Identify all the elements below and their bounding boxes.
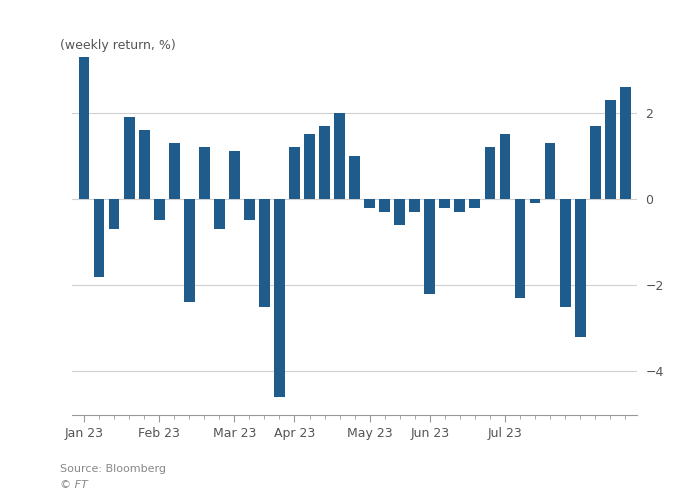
Bar <box>484 147 496 199</box>
Bar <box>108 199 120 229</box>
Bar <box>424 199 435 294</box>
Bar <box>319 126 330 199</box>
Text: Source: Bloomberg: Source: Bloomberg <box>60 464 165 474</box>
Text: (weekly return, %): (weekly return, %) <box>60 40 175 52</box>
Bar <box>530 199 540 203</box>
Bar <box>394 199 405 225</box>
Bar <box>304 134 315 199</box>
Bar <box>169 143 180 199</box>
Bar <box>590 126 601 199</box>
Bar <box>620 87 631 199</box>
Bar <box>349 156 360 199</box>
Bar <box>514 199 526 298</box>
Text: © FT: © FT <box>60 480 88 490</box>
Bar <box>184 199 195 302</box>
Bar <box>500 134 510 199</box>
Bar <box>139 130 150 199</box>
Bar <box>560 199 570 306</box>
Bar <box>229 152 240 199</box>
Bar <box>78 56 90 199</box>
Bar <box>199 147 210 199</box>
Bar <box>410 199 420 212</box>
Bar <box>575 199 586 337</box>
Bar <box>440 199 450 207</box>
Bar <box>545 143 556 199</box>
Bar <box>605 100 615 199</box>
Bar <box>154 199 164 220</box>
Bar <box>364 199 375 207</box>
Bar <box>454 199 466 212</box>
Bar <box>379 199 390 212</box>
Bar <box>259 199 270 306</box>
Bar <box>470 199 480 207</box>
Bar <box>334 112 345 199</box>
Bar <box>289 147 300 199</box>
Bar <box>94 199 104 276</box>
Bar <box>124 117 134 199</box>
Bar <box>244 199 255 220</box>
Bar <box>274 199 285 397</box>
Bar <box>214 199 225 229</box>
